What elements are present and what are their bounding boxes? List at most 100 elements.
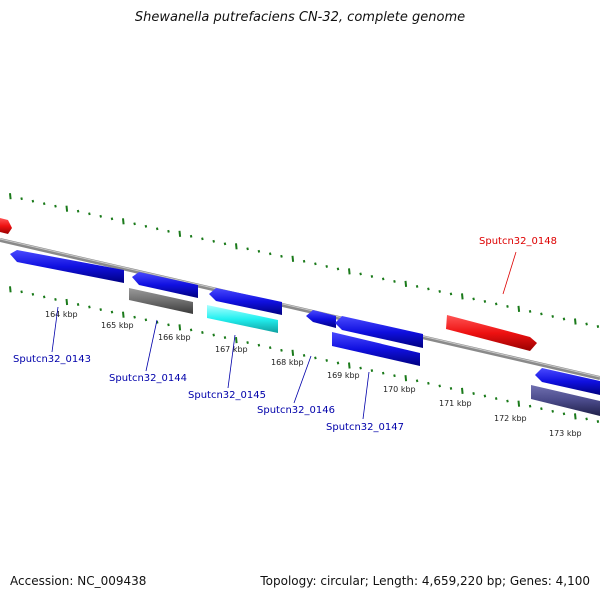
major-tick <box>291 349 295 356</box>
gene-label-sputcn32-0147[interactable]: Sputcn32_0147 <box>326 422 404 433</box>
minor-tick <box>223 336 227 340</box>
gene-arrow-red-partial[interactable] <box>0 218 12 234</box>
gene-label-sputcn32-0143[interactable]: Sputcn32_0143 <box>13 354 91 365</box>
minor-tick <box>596 325 600 328</box>
minor-tick <box>370 274 374 278</box>
gene-labels: Sputcn32_0143 Sputcn32_0144 Sputcn32_014… <box>13 236 557 433</box>
major-tick <box>517 400 521 407</box>
minor-tick <box>110 217 114 221</box>
minor-tick <box>144 318 148 322</box>
minor-tick <box>42 295 46 299</box>
accession-text: Accession: NC_009438 <box>10 574 147 588</box>
minor-tick <box>562 317 566 321</box>
minor-tick <box>302 353 306 357</box>
kbp-scale-labels: 164 kbp 165 kbp 166 kbp 167 kbp 168 kbp … <box>45 310 582 438</box>
kbp-label: 167 kbp <box>215 345 248 354</box>
gene-label-sputcn32-0144[interactable]: Sputcn32_0144 <box>109 373 187 384</box>
kbp-label: 168 kbp <box>271 358 304 367</box>
minor-tick <box>427 381 430 385</box>
minor-tick <box>212 333 215 337</box>
minor-tick <box>189 328 193 332</box>
kbp-label: 169 kbp <box>327 371 360 380</box>
minor-tick <box>336 267 340 271</box>
kbp-label: 172 kbp <box>494 414 527 423</box>
minor-tick <box>494 397 498 401</box>
gene-arrow-sputcn32-0143[interactable] <box>10 250 124 283</box>
upper-tick-row <box>9 193 600 328</box>
minor-tick <box>20 197 23 201</box>
major-tick <box>9 286 12 293</box>
minor-tick <box>31 199 35 203</box>
minor-tick <box>144 224 148 228</box>
minor-tick <box>155 227 159 231</box>
major-tick <box>461 293 464 300</box>
minor-tick <box>189 234 193 238</box>
minor-tick <box>483 299 487 303</box>
major-tick <box>461 387 464 394</box>
minor-tick <box>280 348 283 352</box>
minor-tick <box>99 308 102 312</box>
minor-tick <box>540 407 543 411</box>
minor-tick <box>201 237 204 241</box>
minor-tick <box>110 310 114 314</box>
minor-tick <box>359 366 362 370</box>
major-tick <box>235 243 238 250</box>
minor-tick <box>596 420 600 423</box>
gene-arrow-sputcn32-0145-a[interactable] <box>209 288 282 315</box>
gene-arrow-sputcn32-0145[interactable] <box>207 305 278 333</box>
minor-tick <box>133 315 136 319</box>
gene-label-sputcn32-0146[interactable]: Sputcn32_0146 <box>257 405 335 416</box>
gene-label-sputcn32-0148[interactable]: Sputcn32_0148 <box>479 236 557 247</box>
gene-arrow-sputcn32-0147-a[interactable] <box>335 316 423 348</box>
genome-backbone <box>0 238 600 380</box>
kbp-label: 173 kbp <box>549 429 582 438</box>
gene-arrow-navy-right[interactable] <box>531 385 600 416</box>
major-tick <box>404 375 408 382</box>
minor-tick <box>76 209 80 213</box>
minor-tick <box>257 343 261 347</box>
major-tick <box>65 205 69 212</box>
gene-label-leaders <box>51 251 517 420</box>
minor-tick <box>268 252 272 256</box>
minor-tick <box>54 204 57 208</box>
minor-tick <box>381 277 385 281</box>
minor-tick <box>381 371 385 375</box>
minor-tick <box>438 289 441 293</box>
major-tick <box>235 337 238 344</box>
minor-tick <box>325 358 328 362</box>
gene-arrow-sputcn32-0144-a[interactable] <box>132 272 198 298</box>
lower-tick-row <box>9 286 600 423</box>
minor-tick <box>551 314 554 318</box>
minor-tick <box>314 262 317 266</box>
kbp-label: 164 kbp <box>45 310 78 319</box>
kbp-label: 165 kbp <box>101 321 134 330</box>
minor-tick <box>449 292 453 296</box>
minor-tick <box>99 214 102 218</box>
minor-tick <box>314 356 317 360</box>
minor-tick <box>585 417 588 421</box>
minor-tick <box>528 309 532 313</box>
minor-tick <box>133 222 136 226</box>
gene-label-sputcn32-0145[interactable]: Sputcn32_0145 <box>188 390 266 401</box>
minor-tick <box>506 399 509 403</box>
minor-tick <box>88 212 91 216</box>
minor-tick <box>393 279 396 283</box>
gene-arrow-sputcn32-0148[interactable] <box>446 315 537 351</box>
gene-arrow-sputcn32-0146[interactable] <box>306 310 336 328</box>
minor-tick <box>540 312 543 316</box>
kbp-label: 170 kbp <box>383 385 416 394</box>
gene-arrow-blue-right[interactable] <box>535 368 600 395</box>
minor-tick <box>167 229 170 233</box>
minor-tick <box>494 302 498 306</box>
minor-tick <box>31 292 35 296</box>
minor-tick <box>246 341 249 345</box>
major-tick <box>122 218 125 225</box>
map-title: Shewanella putrefaciens CN-32, complete … <box>134 10 466 25</box>
gene-arrow-sputcn32-0144[interactable] <box>129 288 193 314</box>
minor-tick <box>506 304 509 308</box>
minor-tick <box>302 259 306 263</box>
minor-tick <box>585 322 588 326</box>
minor-tick <box>438 384 441 388</box>
minor-tick <box>76 303 80 306</box>
gene-arrow-sputcn32-0147[interactable] <box>332 332 420 366</box>
